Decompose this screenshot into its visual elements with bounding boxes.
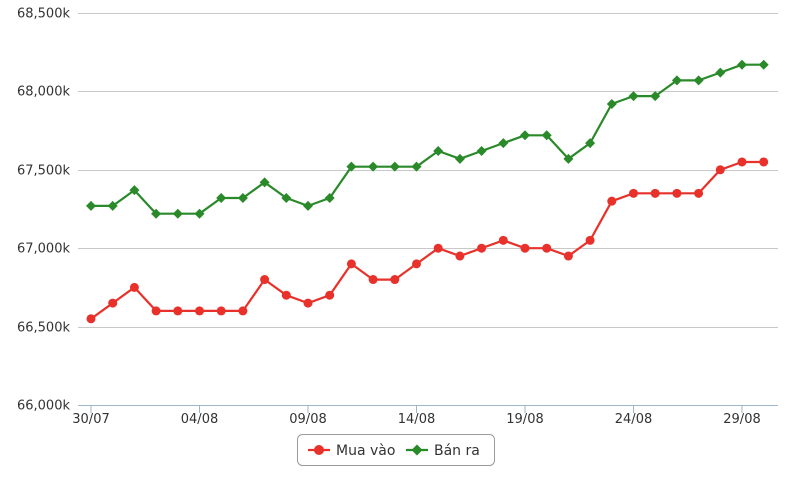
data-point[interactable] <box>585 138 596 149</box>
data-point[interactable] <box>281 290 291 300</box>
data-point[interactable] <box>389 161 400 172</box>
data-point[interactable] <box>237 193 248 204</box>
x-tick-label: 30/07 <box>72 412 109 427</box>
data-point[interactable] <box>346 259 356 269</box>
data-point[interactable] <box>195 306 204 316</box>
data-point[interactable] <box>368 275 378 285</box>
data-point[interactable] <box>173 306 183 316</box>
y-tick-label: 67,500k <box>17 164 70 179</box>
legend-diamond-marker <box>411 444 423 456</box>
data-point[interactable] <box>541 130 552 141</box>
data-point[interactable] <box>606 98 617 109</box>
data-point[interactable] <box>303 298 313 308</box>
data-point[interactable] <box>737 157 747 167</box>
y-tick-label: 67,000k <box>17 242 70 257</box>
data-point[interactable] <box>433 145 444 156</box>
data-point[interactable] <box>758 59 769 70</box>
x-axis-tick-labels: 30/07 04/08 09/08 14/08 19/08 24/08 29/08 <box>72 405 761 427</box>
series-mua-vao <box>86 157 769 324</box>
legend-circle-marker <box>314 445 324 455</box>
data-point[interactable] <box>542 243 552 253</box>
data-point[interactable] <box>433 243 443 253</box>
x-tick-label: 14/08 <box>398 412 435 427</box>
y-tick-label: 66,500k <box>17 321 70 336</box>
data-point[interactable] <box>628 91 639 102</box>
data-point[interactable] <box>498 138 509 149</box>
data-point[interactable] <box>477 243 487 253</box>
data-point[interactable] <box>650 188 660 198</box>
data-point[interactable] <box>238 306 248 316</box>
data-point[interactable] <box>563 153 574 164</box>
data-point[interactable] <box>476 145 487 156</box>
y-tick-label: 68,000k <box>17 85 70 100</box>
data-point[interactable] <box>411 161 422 172</box>
legend[interactable]: Mua vào Bán ra <box>297 434 495 466</box>
y-axis-tick-labels: 66,000k 66,500k 67,000k 67,500k 68,000k 68,50… <box>17 7 70 414</box>
data-point[interactable] <box>151 306 161 316</box>
x-tick-label: 29/08 <box>723 412 760 427</box>
y-tick-label: 66,000k <box>17 399 70 414</box>
data-point[interactable] <box>107 200 118 211</box>
data-point[interactable] <box>607 196 617 206</box>
data-point[interactable] <box>737 59 747 70</box>
data-point[interactable] <box>86 314 96 324</box>
grid-lines <box>78 13 778 406</box>
legend-label: Mua vào <box>336 443 395 459</box>
data-point[interactable] <box>129 185 140 196</box>
x-tick-label: 09/08 <box>289 412 326 427</box>
series-lines <box>86 59 769 324</box>
series-line <box>91 63 764 215</box>
data-point[interactable] <box>86 200 96 211</box>
legend-label: Bán ra <box>434 443 480 459</box>
data-point[interactable] <box>129 282 139 292</box>
y-tick-label: 68,500k <box>17 7 70 22</box>
data-point[interactable] <box>151 208 162 219</box>
legend-item-ban-ra[interactable]: Bán ra <box>406 443 480 459</box>
data-point[interactable] <box>629 188 638 198</box>
data-point[interactable] <box>260 275 270 285</box>
data-point[interactable] <box>390 275 400 285</box>
series-ban-ra <box>86 59 769 219</box>
data-point[interactable] <box>281 193 292 204</box>
x-tick-label: 24/08 <box>615 412 652 427</box>
data-point[interactable] <box>672 188 682 198</box>
data-point[interactable] <box>520 243 530 253</box>
data-point[interactable] <box>324 193 335 204</box>
legend-box <box>297 434 495 466</box>
data-point[interactable] <box>693 75 704 86</box>
data-point[interactable] <box>454 153 465 164</box>
series-line <box>90 160 764 320</box>
data-point[interactable] <box>346 161 357 172</box>
data-point[interactable] <box>216 306 226 316</box>
data-point[interactable] <box>520 130 530 141</box>
data-point[interactable] <box>715 67 726 78</box>
data-point[interactable] <box>194 208 205 219</box>
data-point[interactable] <box>303 200 313 211</box>
data-point[interactable] <box>455 251 465 261</box>
data-point[interactable] <box>759 157 769 167</box>
data-point[interactable] <box>108 298 118 308</box>
x-tick-label: 19/08 <box>506 412 543 427</box>
data-point[interactable] <box>259 177 270 188</box>
data-point[interactable] <box>694 188 704 198</box>
data-point[interactable] <box>585 235 595 245</box>
data-point[interactable] <box>216 193 227 204</box>
data-point[interactable] <box>368 161 379 172</box>
x-tick-label: 04/08 <box>181 412 218 427</box>
legend-item-mua-vao[interactable]: Mua vào <box>308 443 395 459</box>
data-point[interactable] <box>563 251 573 261</box>
data-point[interactable] <box>498 235 508 245</box>
data-point[interactable] <box>671 75 682 86</box>
data-point[interactable] <box>172 208 183 219</box>
data-point[interactable] <box>715 165 725 175</box>
data-point[interactable] <box>325 290 335 300</box>
data-point[interactable] <box>412 259 421 269</box>
data-point[interactable] <box>650 91 661 102</box>
